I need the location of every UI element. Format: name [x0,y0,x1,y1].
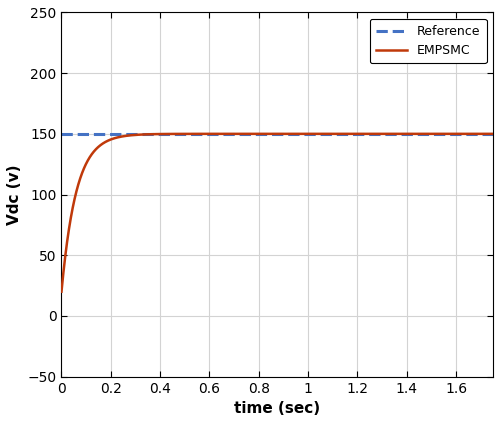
Legend: Reference, EMPSMC: Reference, EMPSMC [370,19,487,63]
EMPSMC [224,131,230,136]
X-axis label: time (sec): time (sec) [234,401,320,416]
EMPSMC [482,131,488,136]
EMPSMC [242,131,248,136]
Line: EMPSMC: EMPSMC [62,134,493,292]
EMPSMC [134,132,140,137]
Y-axis label: Vdc (v): Vdc (v) [7,164,22,225]
EMPSMC [108,137,114,142]
EMPSMC [58,289,64,294]
EMPSMC [490,131,496,136]
EMPSMC [435,131,441,136]
